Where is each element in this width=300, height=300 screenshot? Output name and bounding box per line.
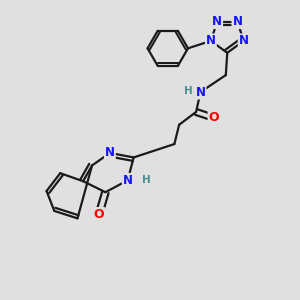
Text: N: N	[232, 15, 242, 28]
Text: O: O	[94, 208, 104, 221]
Text: N: N	[196, 85, 206, 98]
Text: N: N	[105, 146, 115, 160]
Text: H: H	[142, 175, 151, 185]
Text: O: O	[208, 111, 219, 124]
Text: H: H	[184, 85, 193, 96]
Text: N: N	[123, 174, 133, 187]
Text: N: N	[239, 34, 249, 47]
Text: N: N	[212, 15, 222, 28]
Text: N: N	[206, 34, 216, 47]
